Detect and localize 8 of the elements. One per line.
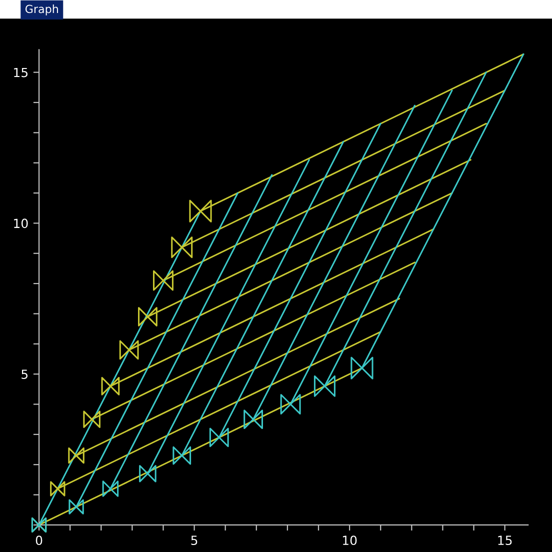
x-tick-label: 15 bbox=[498, 536, 512, 546]
x-tick-label: 0 bbox=[36, 536, 42, 546]
x-tick-label: 10 bbox=[342, 536, 357, 546]
y-tick-label: 10 bbox=[14, 218, 28, 228]
x-tick-label: 5 bbox=[191, 536, 198, 546]
y-tick-label: 15 bbox=[14, 68, 28, 78]
chart-title: Graph bbox=[25, 4, 58, 16]
y-tick-label: 5 bbox=[22, 370, 28, 379]
